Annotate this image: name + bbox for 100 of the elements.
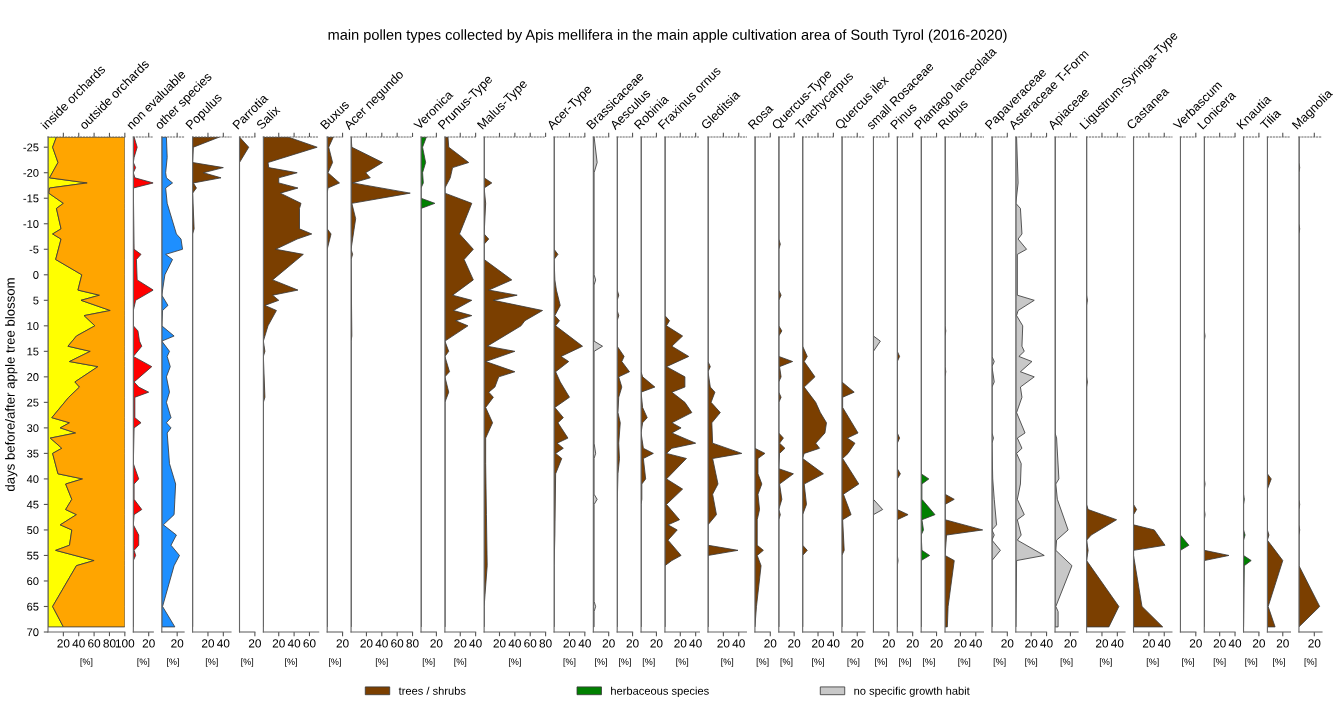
x-tick-label: 20 — [1252, 639, 1265, 648]
x-tick-label: 20 — [142, 639, 155, 648]
x-tick-label: 40 — [827, 639, 840, 648]
x-tick-label: 40 — [469, 639, 482, 648]
x-axis-title: [%] — [993, 658, 1006, 667]
x-axis-title: [%] — [595, 658, 607, 667]
x-axis-title: [%] — [1213, 658, 1226, 667]
x-tick-label: 40 — [969, 639, 982, 648]
y-tick-label: -15 — [23, 194, 39, 203]
x-axis-title: [%] — [780, 658, 793, 667]
x-tick-label: 80 — [539, 639, 552, 648]
y-tick-label: 45 — [26, 500, 39, 509]
x-axis-title: [%] — [508, 658, 521, 667]
x-tick-label: 60 — [391, 639, 404, 648]
x-tick-label: 20 — [882, 639, 895, 648]
x-tick-label: 20 — [430, 639, 443, 648]
x-tick-label: 20 — [788, 639, 801, 648]
y-tick-label: 60 — [27, 577, 39, 586]
x-axis-title: [%] — [642, 658, 655, 667]
y-tick-label: -10 — [23, 220, 39, 228]
x-tick-label: 20 — [1213, 639, 1226, 648]
x-tick-label: 20 — [336, 639, 349, 648]
y-tick-label: -25 — [23, 143, 39, 152]
y-tick-label: 0 — [33, 271, 39, 279]
x-axis-title: [%] — [875, 658, 887, 667]
x-axis-title: [%] — [241, 658, 254, 667]
x-axis-title: [%] — [676, 658, 689, 667]
x-tick-label: 60 — [524, 639, 537, 648]
x-tick-label: 20 — [906, 639, 919, 648]
x-tick-label: 20 — [717, 639, 730, 648]
x-tick-label: 20 — [626, 639, 639, 648]
x-tick-label: 20 — [930, 639, 943, 648]
legend-label: herbaceous species — [611, 686, 709, 697]
y-axis-title: days before/after apple tree blossom — [5, 278, 18, 492]
x-tick-label: 20 — [1001, 639, 1014, 648]
y-tick-label: 5 — [33, 296, 39, 305]
x-axis-title: [%] — [958, 658, 971, 667]
x-tick-label: 20 — [201, 639, 215, 648]
x-axis-title: [%] — [812, 658, 824, 667]
x-tick-label: 20 — [851, 639, 864, 648]
x-axis-title: [%] — [454, 658, 467, 667]
y-tick-label: 35 — [27, 449, 39, 458]
x-tick-label: 40 — [217, 639, 230, 648]
x-tick-label: 20 — [360, 639, 373, 648]
y-tick-label: 40 — [26, 475, 39, 484]
x-axis-title: [%] — [80, 658, 93, 667]
x-tick-label: 20 — [248, 639, 261, 648]
x-tick-label: 20 — [954, 639, 967, 648]
x-tick-label: 20 — [171, 639, 184, 648]
x-tick-label: 40 — [375, 639, 388, 648]
x-tick-label: 40 — [1228, 639, 1242, 648]
x-axis-title: [%] — [563, 658, 576, 667]
x-tick-label: 20 — [272, 639, 285, 648]
x-tick-label: 20 — [1276, 639, 1289, 648]
x-tick-label: 20 — [1142, 639, 1155, 648]
x-axis-title: [%] — [285, 658, 297, 667]
x-tick-label: 20 — [602, 639, 615, 648]
legend-label: no specific growth habit — [854, 686, 970, 697]
x-axis-title: [%] — [167, 658, 179, 667]
x-tick-label: 80 — [406, 639, 419, 648]
x-axis-title: [%] — [1025, 658, 1038, 667]
text: main pollen types collected by Apis mellifera in the main apple cultivation area of South Tyrol (2016-2020) — [328, 29, 1007, 43]
y-tick-label: 55 — [27, 551, 39, 560]
x-tick-label: 20 — [454, 639, 467, 648]
x-tick-label: 20 — [674, 639, 687, 648]
x-tick-label: 20 — [1189, 639, 1202, 648]
x-tick-label: 20 — [563, 639, 576, 648]
x-tick-label: 20 — [812, 639, 825, 648]
x-tick-label: 20 — [57, 639, 70, 648]
y-tick-label: -20 — [23, 168, 39, 177]
x-tick-label: 40 — [578, 639, 591, 648]
x-tick-label: 40 — [1040, 639, 1053, 648]
y-tick-label: -5 — [29, 245, 39, 254]
y-tick-label: 10 — [27, 322, 39, 330]
x-axis-title: [%] — [1060, 658, 1073, 667]
x-axis-title: [%] — [329, 658, 341, 667]
x-tick-label: 20 — [1096, 639, 1109, 648]
x-tick-label: 80 — [103, 639, 116, 648]
x-axis-title: [%] — [375, 658, 388, 667]
legend-label: trees / shrubs — [398, 686, 466, 695]
y-tick-label: 50 — [27, 526, 39, 535]
x-axis-title: [%] — [619, 658, 631, 667]
x-axis-title: [%] — [1245, 658, 1258, 667]
x-tick-label: 40 — [732, 639, 745, 648]
x-axis-title: [%] — [1182, 658, 1194, 667]
x-tick-label: 40 — [1157, 639, 1171, 648]
x-axis-title: [%] — [756, 658, 769, 667]
x-axis-title: [%] — [899, 658, 911, 667]
x-tick-label: 20 — [1308, 639, 1321, 648]
x-tick-label: 20 — [650, 639, 663, 648]
x-axis-title: [%] — [922, 658, 935, 667]
x-axis-title: [%] — [847, 658, 860, 667]
x-tick-label: 20 — [493, 639, 506, 648]
y-tick-label: 20 — [27, 373, 39, 381]
x-axis-title: [%] — [1304, 658, 1317, 667]
y-tick-label: 15 — [27, 347, 39, 356]
x-axis-title: [%] — [422, 658, 435, 667]
x-axis-title: [%] — [137, 658, 150, 667]
x-tick-label: 40 — [689, 639, 702, 648]
x-tick-label: 20 — [1025, 639, 1038, 648]
